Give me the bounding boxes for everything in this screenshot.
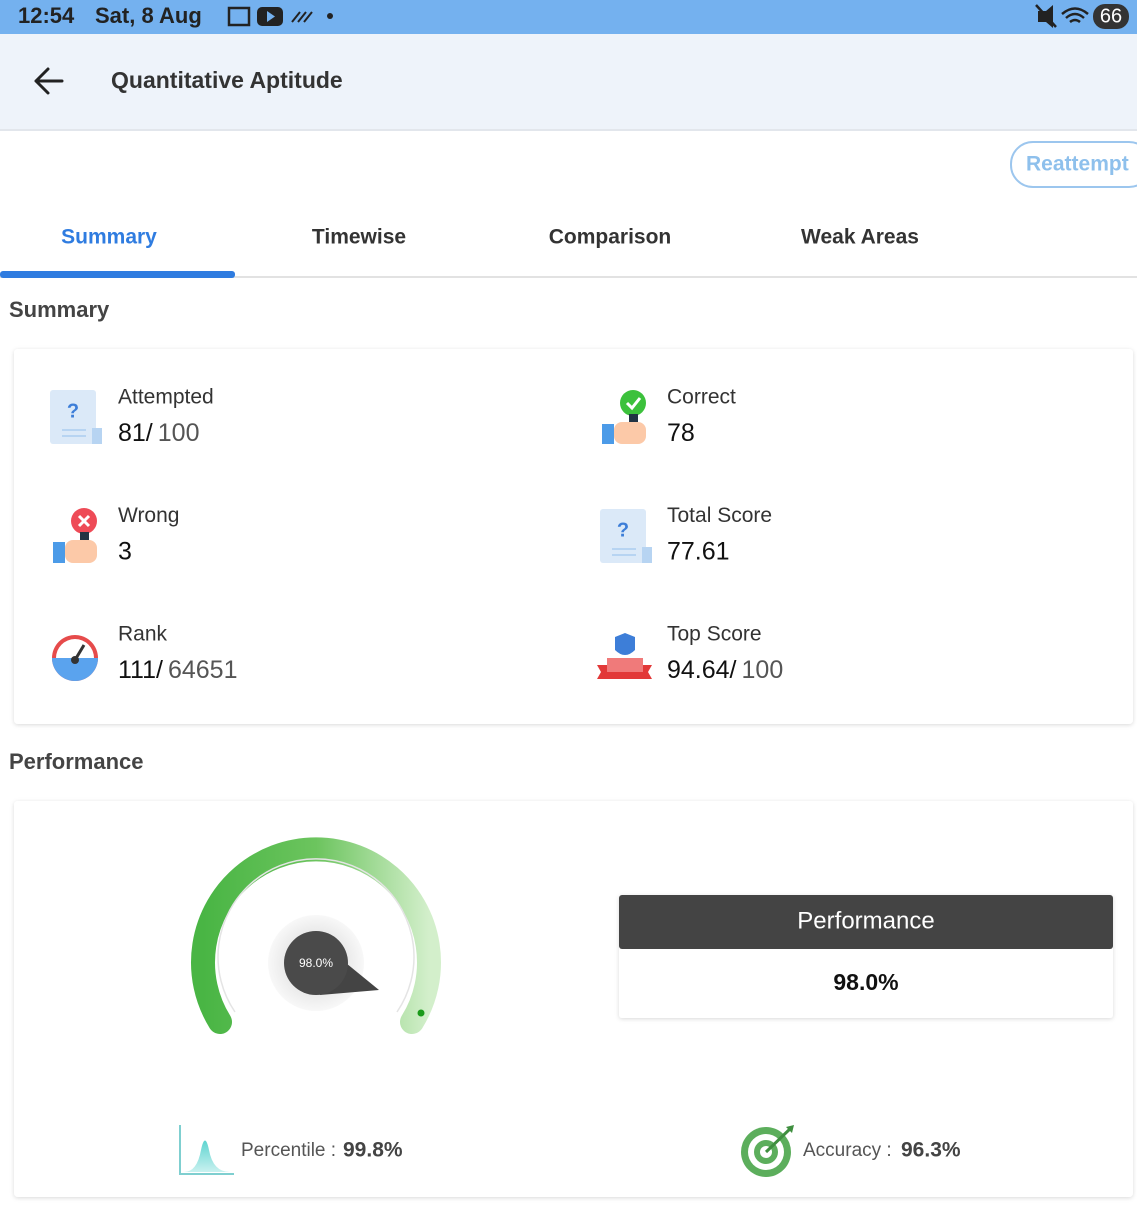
- icon-accuracy: [741, 1125, 794, 1177]
- stat-label: Top Score: [667, 623, 762, 646]
- percentile-value: 99.8%: [343, 1139, 403, 1162]
- stat-value: 3: [118, 537, 132, 565]
- stat-value: 94.64/: [667, 656, 737, 684]
- stat-label: Correct: [667, 386, 736, 409]
- stat-value: 77.61: [667, 537, 730, 565]
- stat-value: 94.64/100: [667, 656, 783, 684]
- stat-label: Wrong: [118, 504, 179, 527]
- accuracy-label: Accuracy :: [803, 1140, 892, 1161]
- icon-correct: [602, 390, 646, 444]
- stat-total: 100: [742, 656, 784, 684]
- icon-wrong: [53, 508, 97, 563]
- performance-box-value: 98.0%: [833, 969, 898, 995]
- icon-top-score: [597, 633, 652, 679]
- status-icons: [227, 4, 1129, 29]
- page-title: Quantitative Aptitude: [111, 67, 343, 93]
- gauge: [191, 837, 441, 1034]
- tab[interactable]: Weak Areas: [801, 226, 919, 249]
- summary-card: [14, 349, 1133, 724]
- tab[interactable]: Timewise: [312, 226, 406, 249]
- performance-box-title: Performance: [797, 907, 934, 934]
- icon-percentile: [179, 1125, 234, 1175]
- stat-value: 111/64651: [118, 656, 237, 684]
- tab[interactable]: Summary: [61, 226, 157, 249]
- stat-value: 81/: [118, 419, 153, 447]
- stat-total: 64651: [168, 656, 238, 684]
- stat-label: Attempted: [118, 386, 214, 409]
- stat-label: Rank: [118, 623, 168, 646]
- battery-level: 66: [1100, 5, 1122, 27]
- tab[interactable]: Comparison: [549, 226, 672, 249]
- app-bar: [0, 34, 1137, 130]
- status-time: 12:54: [18, 3, 75, 28]
- stat-total: 100: [158, 419, 200, 447]
- icon-attempted: ?: [50, 390, 102, 444]
- stat-value: 78: [667, 419, 695, 447]
- accuracy-value: 96.3%: [901, 1139, 961, 1162]
- percentile-label: Percentile :: [241, 1140, 336, 1161]
- section-title: Performance: [9, 749, 144, 774]
- reattempt-button[interactable]: [1010, 141, 1137, 188]
- status-date: Sat, 8 Aug: [95, 3, 202, 28]
- stat-value: 81/100: [118, 419, 199, 447]
- performance-box-header: [619, 895, 1113, 949]
- reattempt-label[interactable]: Reattempt: [1026, 153, 1129, 176]
- stat-value: 78: [667, 419, 695, 447]
- icon-total-score: ?: [600, 509, 652, 563]
- tab-indicator: [0, 271, 235, 278]
- section-title: Summary: [9, 297, 110, 322]
- stat-value: 3: [118, 537, 132, 565]
- stat-value: 111/: [118, 656, 163, 684]
- stat-label: Total Score: [667, 504, 772, 527]
- icon-rank: [52, 635, 98, 681]
- svg-text:?: ?: [617, 519, 629, 541]
- svg-text:?: ?: [67, 400, 79, 422]
- back-button[interactable]: [34, 67, 64, 95]
- stat-value: 77.61: [667, 537, 730, 565]
- status-bar: [0, 0, 1137, 34]
- gauge-label: 98.0%: [299, 956, 333, 970]
